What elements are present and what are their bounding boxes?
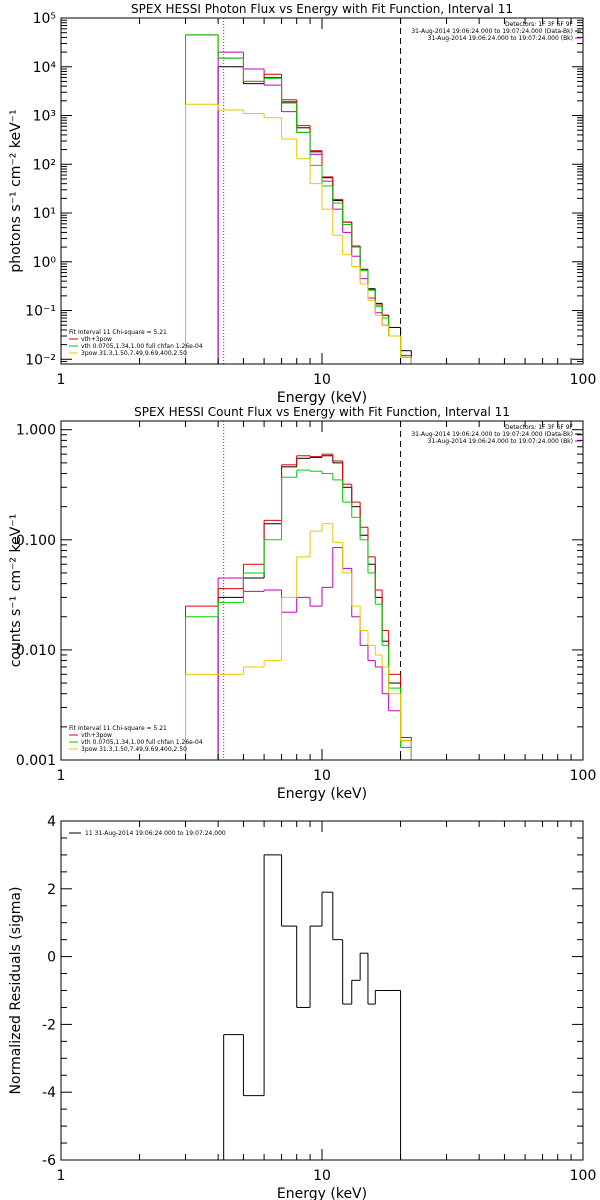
fit-legend-label: Fit Interval 11 Chi-square = 5.21 (69, 329, 167, 336)
series-vth-3pow (185, 453, 412, 760)
series-11 (223, 854, 402, 1160)
series-vth (185, 34, 412, 364)
y-tick-label: 0 (47, 950, 56, 966)
series-3pow (185, 523, 412, 760)
series-bk (217, 51, 412, 364)
plot-area (223, 854, 402, 1160)
y-tick-label: -4 (42, 1085, 56, 1101)
chart-panel-1: SPEX HESSI Photon Flux vs Energy with Fi… (8, 2, 596, 406)
x-tick-label: 10 (313, 768, 331, 784)
y-tick-label: -2 (42, 1017, 56, 1033)
x-tick-label: 1 (57, 372, 66, 388)
x-axis: 1 10 100 Energy (keV) (57, 421, 597, 802)
y-tick-label: 10³ (33, 109, 56, 125)
plot-area (185, 18, 412, 364)
chart-panel-2: SPEX HESSI Count Flux vs Energy with Fit… (8, 405, 596, 802)
info-line: Detectors: 1F 3F 6F 9F (505, 21, 574, 28)
x-tick-label: 1 (57, 768, 66, 784)
x-axis: 1 10 100 Energy (keV) (57, 821, 597, 1200)
y-tick-label: 10¹ (33, 206, 56, 222)
x-tick-label: 100 (570, 1168, 597, 1184)
fit-legend-label: vth 0.0705,1.34,1.00 full chfan 1.26e-04 (81, 739, 203, 746)
x-tick-label: 100 (570, 372, 597, 388)
y-tick-label: 10⁴ (33, 60, 57, 76)
series-bk (217, 547, 412, 760)
y-tick-label: 1.000 (16, 423, 56, 439)
y-tick-label: 10⁻¹ (25, 304, 56, 320)
y-tick-label: 4 (47, 814, 56, 830)
y-tick-label: 10⁰ (33, 255, 57, 271)
chart-title: SPEX HESSI Photon Flux vs Energy with Fi… (131, 2, 513, 16)
y-axis-label: counts s⁻¹ cm⁻² keV⁻¹ (8, 514, 24, 668)
info-line: 31-Aug-2014 19:06:24.000 to 19:07:24.000… (428, 438, 573, 445)
axes-frame (60, 820, 584, 1161)
x-tick-label: 10 (313, 372, 331, 388)
x-axis: 1 10 100 Energy (keV) (57, 18, 597, 406)
y-axis-label: Normalized Residuals (sigma) (8, 887, 24, 1095)
y-tick-label: 10⁵ (33, 11, 56, 27)
y-axis: 1.000 0.100 0.010 0.001 counts s⁻¹ cm⁻² keV⁻… (8, 423, 583, 769)
y-tick-label: 0.001 (16, 753, 56, 769)
x-tick-label: 10 (313, 1168, 331, 1184)
y-tick-label: -6 (42, 1153, 56, 1169)
y-tick-label: 0.100 (16, 533, 56, 549)
legend-label: 11 31-Aug-2014 19:06:24.000 to 19:07:24.… (85, 830, 226, 837)
y-tick-label: 2 (47, 882, 56, 898)
fit-legend-label: 3pow 31.3,1.50,7.49,9.69,400,2.50 (81, 350, 187, 357)
x-axis-label: Energy (keV) (277, 1186, 367, 1200)
info-line: 31-Aug-2014 19:06:24.000 to 19:07:24.000… (428, 35, 573, 42)
fit-legend-label: 3pow 31.3,1.50,7.49,9.69,400,2.50 (81, 746, 187, 753)
y-tick-label: 10⁻² (25, 352, 56, 368)
chart-panel-3: 1 10 100 Energy (keV) 4 2 0 -2 -4 -6 Normalized Re… (8, 814, 596, 1200)
info-line: 31-Aug-2014 19:06:24.000 to 19:07:24.000… (411, 28, 573, 35)
y-tick-label: 0.010 (16, 643, 56, 659)
x-tick-label: 100 (570, 768, 597, 784)
y-axis-label: photons s⁻¹ cm⁻² keV⁻¹ (8, 109, 24, 272)
x-tick-label: 1 (57, 1168, 66, 1184)
info-line: Detectors: 1F 3F 6F 9F (505, 424, 574, 431)
y-axis: 10⁵ 10⁴ 10³ 10² 10¹ 10⁰ 10⁻¹ 10⁻² photons s⁻¹ cm… (8, 11, 583, 368)
x-axis-label: Energy (keV) (277, 390, 367, 406)
series-vth (185, 469, 412, 760)
chart-title: SPEX HESSI Count Flux vs Energy with Fit… (134, 405, 510, 419)
x-axis-label: Energy (keV) (277, 786, 367, 802)
series-vth-3pow (185, 34, 412, 364)
y-axis: 4 2 0 -2 -4 -6 Normalized Residuals (sigma) (8, 814, 583, 1169)
fit-legend-label: vth+3pow (81, 732, 112, 739)
fit-legend-label: vth 0.0705,1.34,1.00 full chfan 1.26e-04 (81, 343, 203, 350)
fit-legend-label: Fit Interval 11 Chi-square = 5.21 (69, 725, 167, 732)
fit-legend-label: vth+3pow (81, 336, 112, 343)
series-data-bk (217, 66, 412, 364)
info-line: 31-Aug-2014 19:06:24.000 to 19:07:24.000… (411, 431, 573, 438)
series-3pow (185, 103, 412, 364)
plot-area (185, 421, 412, 760)
y-tick-label: 10² (33, 157, 56, 173)
